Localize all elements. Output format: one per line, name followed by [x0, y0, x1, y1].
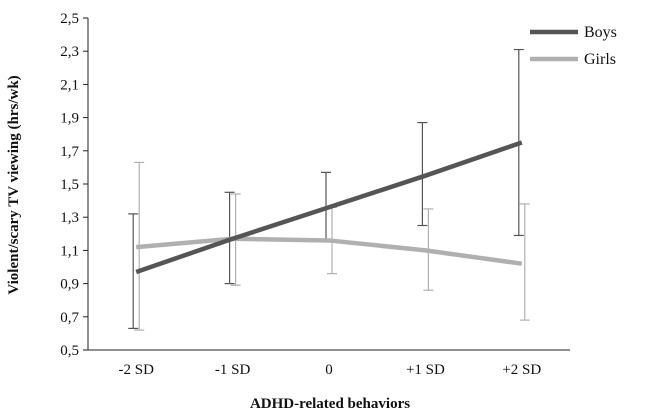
x-tick-label: -1 SD — [215, 362, 251, 378]
y-axis-title: Violent/scary TV viewing (hrs/wk) — [6, 75, 22, 294]
axes — [83, 17, 570, 351]
x-tick-label: +1 SD — [406, 362, 445, 378]
y-tick-label: 0,7 — [60, 310, 79, 326]
y-tick-label: 1,9 — [60, 111, 79, 127]
x-axis-title: ADHD-related behaviors — [250, 396, 410, 412]
y-tick-label: 0,5 — [60, 343, 79, 359]
y-tick-label: 1,3 — [60, 210, 79, 226]
error-bar — [417, 121, 428, 227]
error-bar — [519, 203, 530, 321]
error-bar — [128, 213, 139, 330]
legend-item-girls: Girls — [530, 51, 616, 68]
legend-item-boys: Boys — [530, 24, 617, 41]
series-line-boys — [135, 140, 523, 275]
y-tick-label: 2,1 — [60, 77, 79, 93]
y-tick-label: 0,9 — [60, 277, 79, 293]
x-tick-label: +2 SD — [502, 362, 541, 378]
legend-label: Girls — [584, 51, 616, 68]
y-tick-label: 1,1 — [60, 243, 79, 259]
series-line-girls — [136, 236, 523, 266]
y-tick-label: 2,5 — [60, 11, 79, 27]
x-tick-label: -2 SD — [118, 362, 154, 378]
x-tick-label: 0 — [325, 362, 333, 378]
legend: Boys Girls — [530, 24, 617, 68]
series-lines — [135, 140, 523, 275]
y-tick-label: 1,7 — [60, 144, 79, 160]
legend-label: Boys — [584, 24, 617, 41]
error-bars — [128, 48, 530, 331]
y-tick-labels: 0,5 0,7 0,9 1,1 1,3 1,5 1,7 1,9 2,1 2,3 2,5 — [60, 11, 79, 359]
y-tick-label: 2,3 — [60, 44, 79, 60]
x-tick-labels: -2 SD -1 SD 0 +1 SD +2 SD — [118, 362, 541, 378]
y-tick-label: 1,5 — [60, 177, 79, 193]
